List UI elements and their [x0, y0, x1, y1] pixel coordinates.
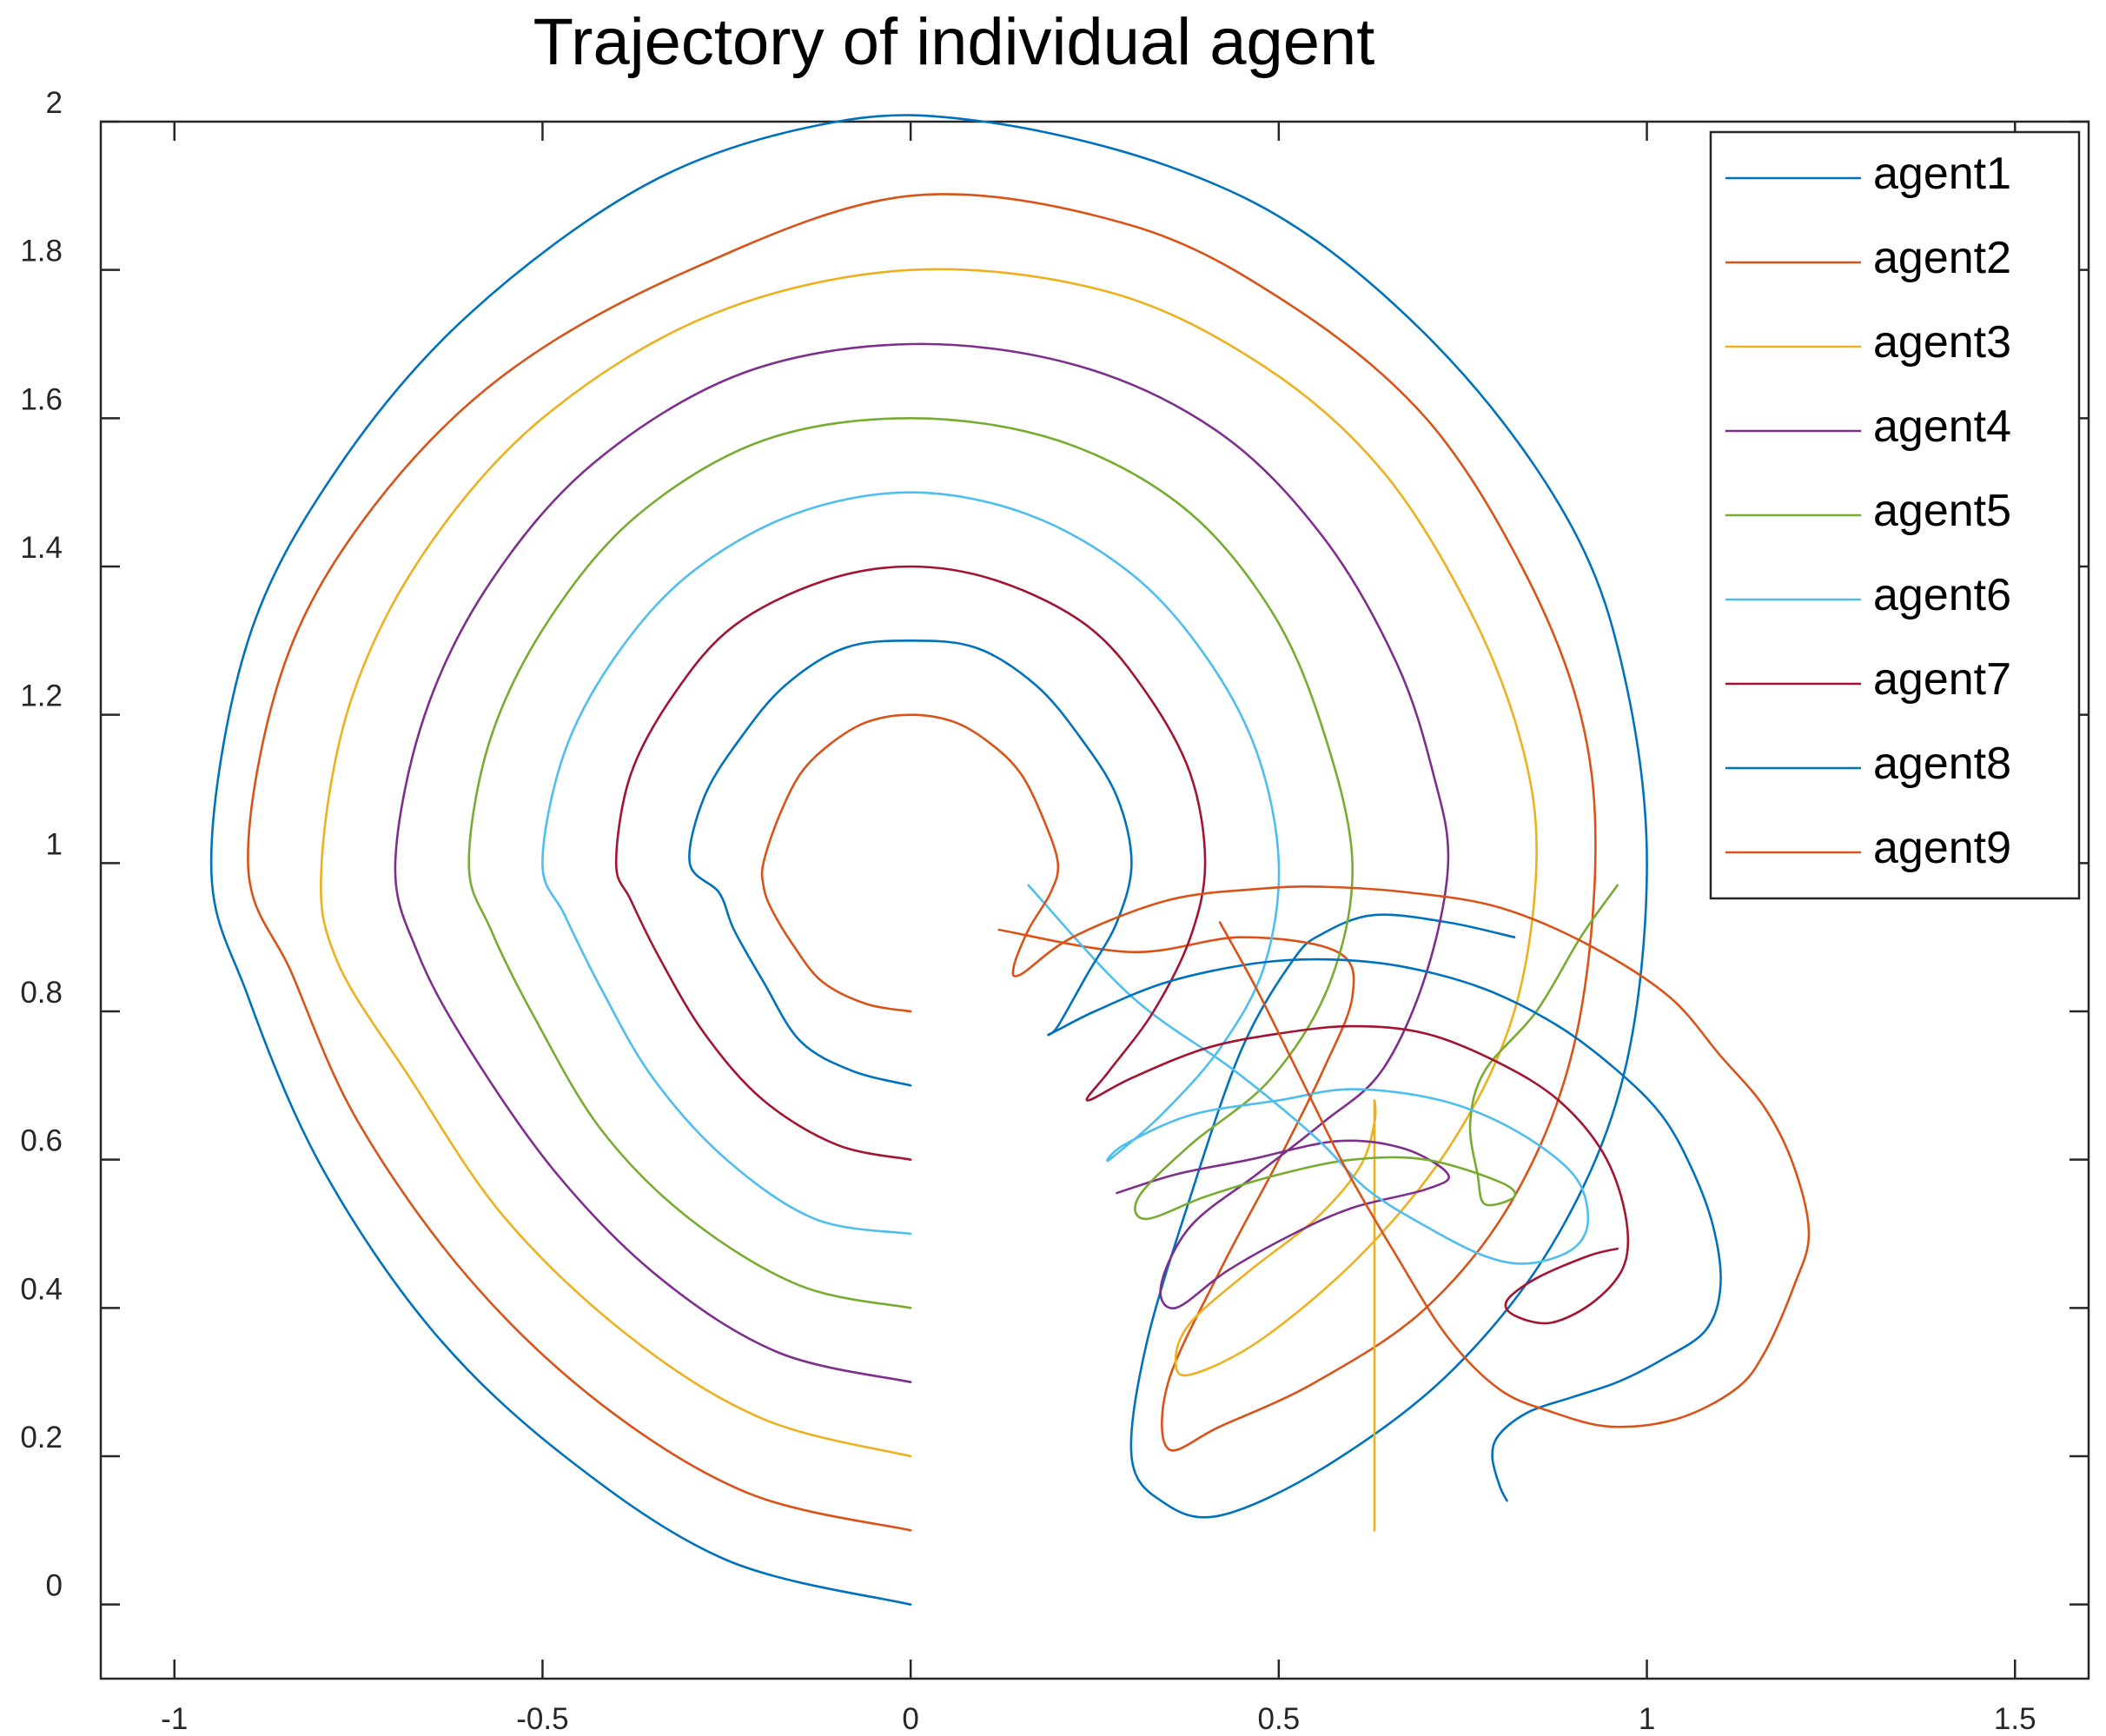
- series-line-agent7: [614, 565, 1630, 1325]
- plot-area-frame: [99, 120, 2090, 1680]
- legend-label-agent6: agent6: [1873, 570, 2011, 620]
- legend-label-agent7: agent7: [1873, 654, 2011, 705]
- axis-ticks-layer: -1 -0.5 0 0.5 1 1.5 0 0.2 0.4 0.6 0.8 1 1.2 1.4 1.6 1.8…: [20, 86, 2089, 1736]
- x-tick-label: -0.5: [516, 1702, 568, 1736]
- series-line-agent4: [394, 342, 1450, 1383]
- legend-label-agent1: agent1: [1873, 149, 2011, 199]
- series-line-agent1: [209, 114, 1648, 1606]
- y-tick-label: 2: [46, 86, 63, 120]
- legend-label-agent2: agent2: [1873, 233, 2011, 283]
- x-tick-label: -1: [161, 1702, 188, 1736]
- y-tick-label: 0.2: [20, 1421, 63, 1454]
- legend-label-agent4: agent4: [1873, 401, 2011, 452]
- series-layer: [209, 114, 1811, 1606]
- legend: agent1 agent2 agent3 agent4 agent5 agent6 agen…: [1709, 130, 2081, 900]
- x-tick-label: 1.5: [1994, 1702, 2036, 1736]
- series-line-agent6: [541, 491, 1590, 1265]
- series-line-agent9: [760, 713, 1811, 1428]
- legend-label-agent5: agent5: [1873, 486, 2011, 536]
- series-line-agent5: [467, 417, 1619, 1309]
- y-tick-label: 0: [46, 1569, 63, 1603]
- legend-label-agent8: agent8: [1873, 739, 2011, 789]
- y-tick-label: 1.6: [20, 382, 63, 416]
- y-tick-label: 1.2: [20, 679, 63, 713]
- x-tick-label: 0: [902, 1702, 918, 1736]
- chart-title: Trajectory of individual agent: [533, 5, 1375, 79]
- y-tick-label: 0.6: [20, 1124, 63, 1158]
- x-tick-label: 1: [1639, 1702, 1655, 1736]
- y-tick-label: 0.8: [20, 976, 63, 1010]
- legend-label-agent3: agent3: [1873, 317, 2011, 368]
- y-tick-label: 1.4: [20, 531, 63, 565]
- series-line-agent2: [247, 193, 1597, 1532]
- y-tick-label: 0.4: [20, 1272, 63, 1306]
- legend-label-agent9: agent9: [1873, 823, 2011, 873]
- series-line-agent8: [688, 639, 1722, 1502]
- x-tick-label: 0.5: [1258, 1702, 1301, 1736]
- y-tick-label: 1.8: [20, 235, 63, 268]
- y-tick-label: 1: [46, 827, 63, 861]
- series-line-agent3: [319, 268, 1538, 1532]
